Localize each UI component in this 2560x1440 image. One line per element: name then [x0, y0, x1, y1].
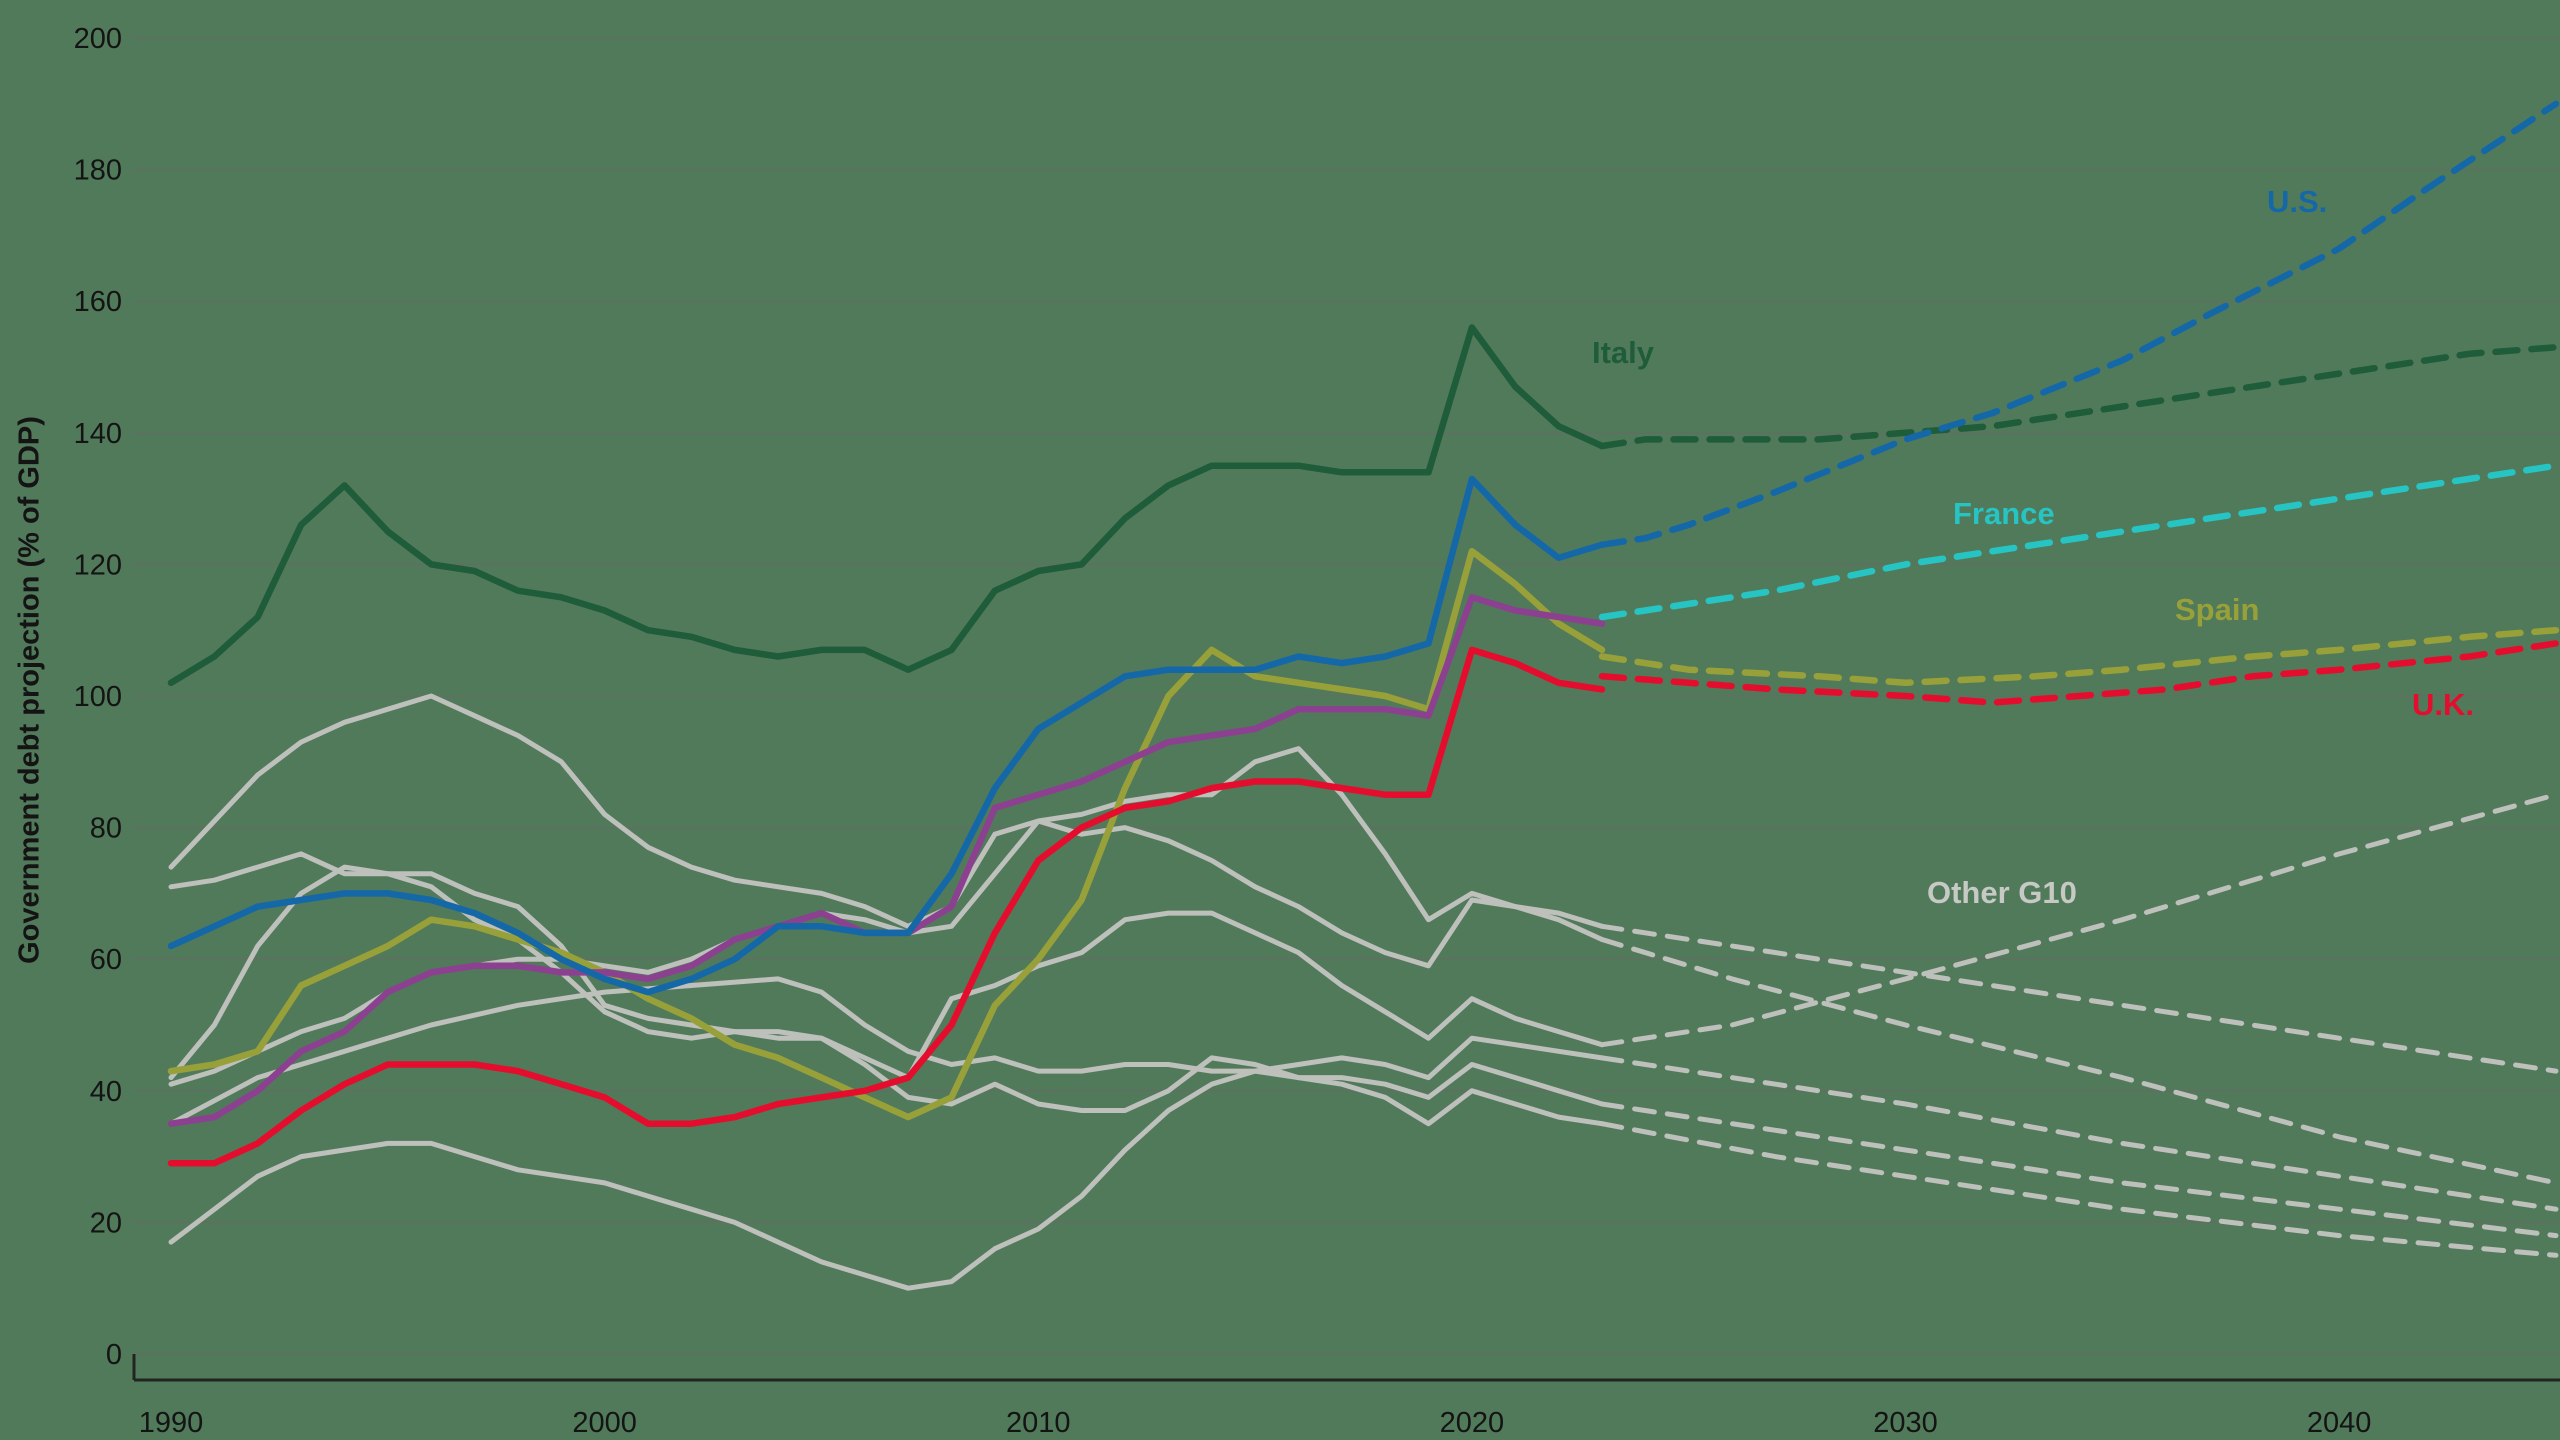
y-tick-label-160: 160	[74, 286, 122, 318]
series-other-g10-6-projection	[1599, 1055, 2559, 1212]
series-label-spain: Spain	[2175, 592, 2259, 627]
series-label-france: France	[1953, 496, 2055, 531]
series-other-g10-3-projection	[1599, 1121, 2559, 1258]
y-tick-label-100: 100	[74, 681, 122, 713]
y-tick-label-80: 80	[90, 813, 122, 845]
y-tick-label-40: 40	[90, 1076, 122, 1108]
y-axis-title: Government debt projection (% of GDP)	[13, 416, 46, 964]
y-tick-label-60: 60	[90, 944, 122, 976]
series-spain-projection	[1598, 626, 2560, 687]
x-tick-label-2030: 2030	[1873, 1407, 1938, 1439]
series-spain-history	[167, 547, 1606, 1121]
x-tick-label-2040: 2040	[2307, 1407, 2372, 1439]
y-tick-label-20: 20	[90, 1207, 122, 1239]
y-tick-label-200: 200	[74, 23, 122, 55]
series-uk-projection	[1598, 640, 2560, 706]
series-italy-history	[167, 324, 1606, 687]
series-us-projection	[1598, 100, 2560, 548]
y-tick-label-120: 120	[74, 549, 122, 581]
y-tick-label-0: 0	[106, 1339, 122, 1371]
series-other-g10-5-history	[168, 976, 1605, 1127]
x-tick-label-2010: 2010	[1006, 1407, 1071, 1439]
x-tick-label-2000: 2000	[572, 1407, 637, 1439]
series-other-g10-5-projection	[1599, 1101, 2559, 1239]
series-other-g10-1-projection	[1599, 923, 2559, 1074]
series-label-uk: U.K.	[2412, 687, 2474, 722]
series-other-g10-4-projection	[1599, 792, 2559, 1048]
series-label-other-g10: Other G10	[1927, 875, 2077, 910]
series-france-projection	[1598, 462, 2560, 621]
series-label-italy: Italy	[1592, 335, 1655, 370]
series-label-us: U.S.	[2267, 184, 2327, 219]
x-tick-label-2020: 2020	[1440, 1407, 1505, 1439]
y-tick-label-140: 140	[74, 418, 122, 450]
series-other-g10-2-projection	[1599, 937, 2559, 1186]
series-other-g10-4-history	[168, 851, 1605, 1081]
series-other-g10-1-history	[168, 693, 1605, 929]
y-tick-label-180: 180	[74, 155, 122, 187]
x-tick-label-1990: 1990	[139, 1407, 204, 1439]
series-other-g10-6-history	[168, 1035, 1605, 1291]
series-uk-history	[167, 646, 1606, 1167]
series-us-history	[167, 475, 1606, 996]
